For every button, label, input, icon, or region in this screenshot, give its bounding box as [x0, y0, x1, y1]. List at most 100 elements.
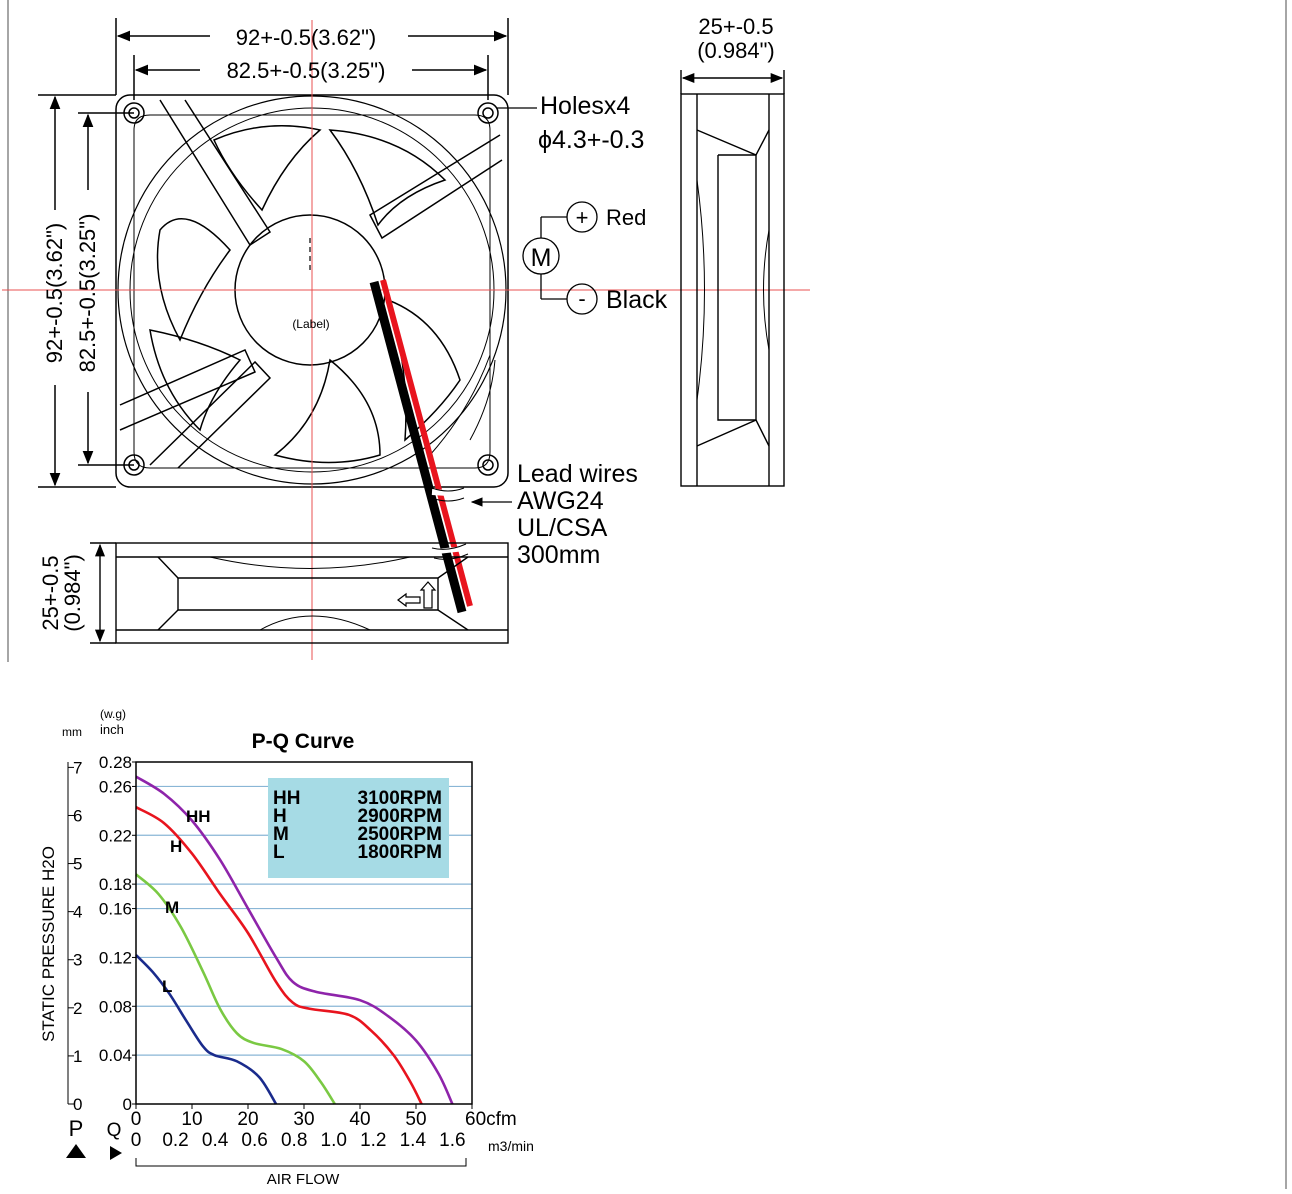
holes-size: ϕ4.3+-0.3	[538, 126, 644, 154]
series-label-m: M	[165, 898, 179, 917]
p-arrow-icon	[66, 1144, 86, 1158]
minus-terminal-symbol: -	[578, 286, 585, 311]
mm-tick-label: 3	[73, 951, 82, 970]
legend-box	[268, 778, 449, 878]
x-tick-labels-m3: 0 0.2 0.4 0.6 0.8 1.0 1.2 1.4 1.6	[131, 1130, 466, 1151]
x-tick-label-cfm: 40	[349, 1109, 370, 1130]
x-tick-label-m3: 0.8	[281, 1130, 307, 1151]
legend-rpm: 3100RPM	[358, 788, 443, 809]
x-tick-label-m3: 1.2	[360, 1130, 386, 1151]
series-line-hh	[135, 775, 454, 1105]
legend-code: L	[273, 842, 285, 863]
x-tick-labels-cfm: 0 10 20 30 40 50 60cfm	[131, 1104, 517, 1130]
x-tick-label-m3: 0	[131, 1130, 142, 1151]
series-label-hh: HH	[186, 807, 211, 826]
width-dimension	[115, 18, 509, 100]
x-axis-label: AIR FLOW	[267, 1171, 340, 1188]
legend-code: H	[273, 806, 287, 827]
mm-tick-label: 0	[73, 1095, 82, 1114]
x-tick-label-cfm: 50	[405, 1109, 426, 1130]
height-dimension	[38, 94, 134, 488]
series-line-l	[135, 954, 278, 1105]
depth-dimension-top-text: 25+-0.5	[698, 14, 773, 39]
airflow-arrows-symbol	[397, 581, 437, 609]
legend-rpm: 2500RPM	[358, 824, 443, 845]
series-line-m	[135, 873, 336, 1105]
ul-csa-label: UL/CSA	[517, 514, 608, 542]
depth-dimension-top-inch: (0.984")	[697, 38, 775, 63]
hub-label-text: (Label)	[292, 317, 329, 331]
width-dimension-text: 92+-0.5(3.62")	[236, 25, 377, 50]
mm-tick-label: 2	[73, 999, 82, 1018]
mm-tick-label: 4	[73, 903, 82, 922]
series-line-h	[135, 806, 423, 1105]
depth-dimension-bottom	[90, 542, 116, 644]
x-tick-label-cfm: 20	[237, 1109, 258, 1130]
x-tick-label-cfm: 60cfm	[465, 1109, 517, 1130]
p-label: P	[69, 1116, 84, 1141]
y-tick-label: 0.08	[99, 997, 132, 1016]
y-axis-label: STATIC PRESSURE H2O	[39, 846, 58, 1042]
depth-dimension-bottom-text: 25+-0.5	[38, 555, 63, 630]
x-tick-label-m3: 0.4	[202, 1130, 229, 1151]
chart-series	[135, 775, 454, 1105]
q-arrow-icon	[110, 1146, 122, 1160]
depth-dimension-bottom-inch: (0.984")	[60, 554, 85, 632]
y-tick-label: 0.22	[99, 826, 132, 845]
series-label-l: L	[162, 977, 172, 996]
y-unit-wg: (w.g)	[100, 707, 126, 721]
legend-code: M	[273, 824, 289, 845]
series-label-h: H	[170, 837, 182, 856]
x-unit-m3: m3/min	[488, 1138, 534, 1154]
legend-rpm: 2900RPM	[358, 806, 443, 827]
y-unit-mm: mm	[62, 725, 82, 739]
fan-side-view	[680, 93, 785, 487]
height-dimension-text: 92+-0.5(3.62")	[42, 223, 67, 364]
legend-code: HH	[273, 788, 300, 809]
motor-schematic	[522, 201, 598, 315]
y-tick-labels: 0 0.04 0.08 0.12 0.16 0.18 0.22 0.26 0.28	[99, 753, 136, 1114]
airflow-bracket	[135, 1158, 467, 1167]
x-tick-label-m3: 0.6	[241, 1130, 267, 1151]
motor-symbol: M	[531, 244, 552, 272]
mm-tick-label: 5	[73, 855, 82, 874]
chart-title: P-Q Curve	[252, 730, 355, 753]
x-tick-label-cfm: 30	[293, 1109, 314, 1130]
mm-tick-label: 1	[73, 1047, 82, 1066]
mm-tick-labels: 0 1 2 3 4 5 6 7	[68, 758, 82, 1114]
red-wire-label: Red	[606, 205, 646, 230]
legend-rpm: 1800RPM	[358, 842, 443, 863]
height-hole-dimension-text: 82.5+-0.5(3.25")	[75, 214, 100, 373]
y-unit-inch: inch	[100, 722, 124, 737]
y-tick-label: 0.26	[99, 777, 132, 796]
wire-length-label: 300mm	[517, 541, 600, 569]
mm-tick-label: 6	[73, 806, 82, 825]
lead-wires-label: Lead wires	[517, 460, 638, 488]
x-tick-label-m3: 1.6	[439, 1130, 465, 1151]
y-tick-label: 0.04	[99, 1046, 132, 1065]
x-tick-label-m3: 1.4	[400, 1130, 427, 1151]
y-tick-label: 0.28	[99, 753, 132, 772]
fan-bottom-view	[115, 542, 509, 644]
y-tick-label: 0	[123, 1095, 132, 1114]
x-tick-label-cfm: 0	[131, 1109, 142, 1130]
q-label: Q	[107, 1120, 122, 1141]
y-tick-label: 0.18	[99, 875, 132, 894]
x-tick-label-m3: 0.2	[162, 1130, 188, 1151]
mm-tick-label: 7	[73, 758, 82, 777]
lead-wires	[369, 279, 473, 614]
pq-chart: P-Q Curve mm (w.g) inch STATIC PRESSURE …	[39, 707, 534, 1188]
hole-pitch-dimension-text: 82.5+-0.5(3.25")	[227, 58, 386, 83]
black-wire-label: Black	[606, 286, 668, 314]
y-tick-label: 0.12	[99, 948, 132, 967]
depth-dimension-top	[680, 70, 785, 94]
y-tick-label: 0.16	[99, 900, 132, 919]
awg-label: AWG24	[517, 487, 604, 515]
plus-terminal-symbol: +	[576, 205, 589, 230]
x-tick-label-m3: 1.0	[321, 1130, 347, 1151]
legend: HH 3100RPM H 2900RPM M 2500RPM L 1800RPM	[273, 788, 442, 863]
holes-label: Holesx4	[540, 92, 630, 120]
x-tick-label-cfm: 10	[181, 1109, 202, 1130]
